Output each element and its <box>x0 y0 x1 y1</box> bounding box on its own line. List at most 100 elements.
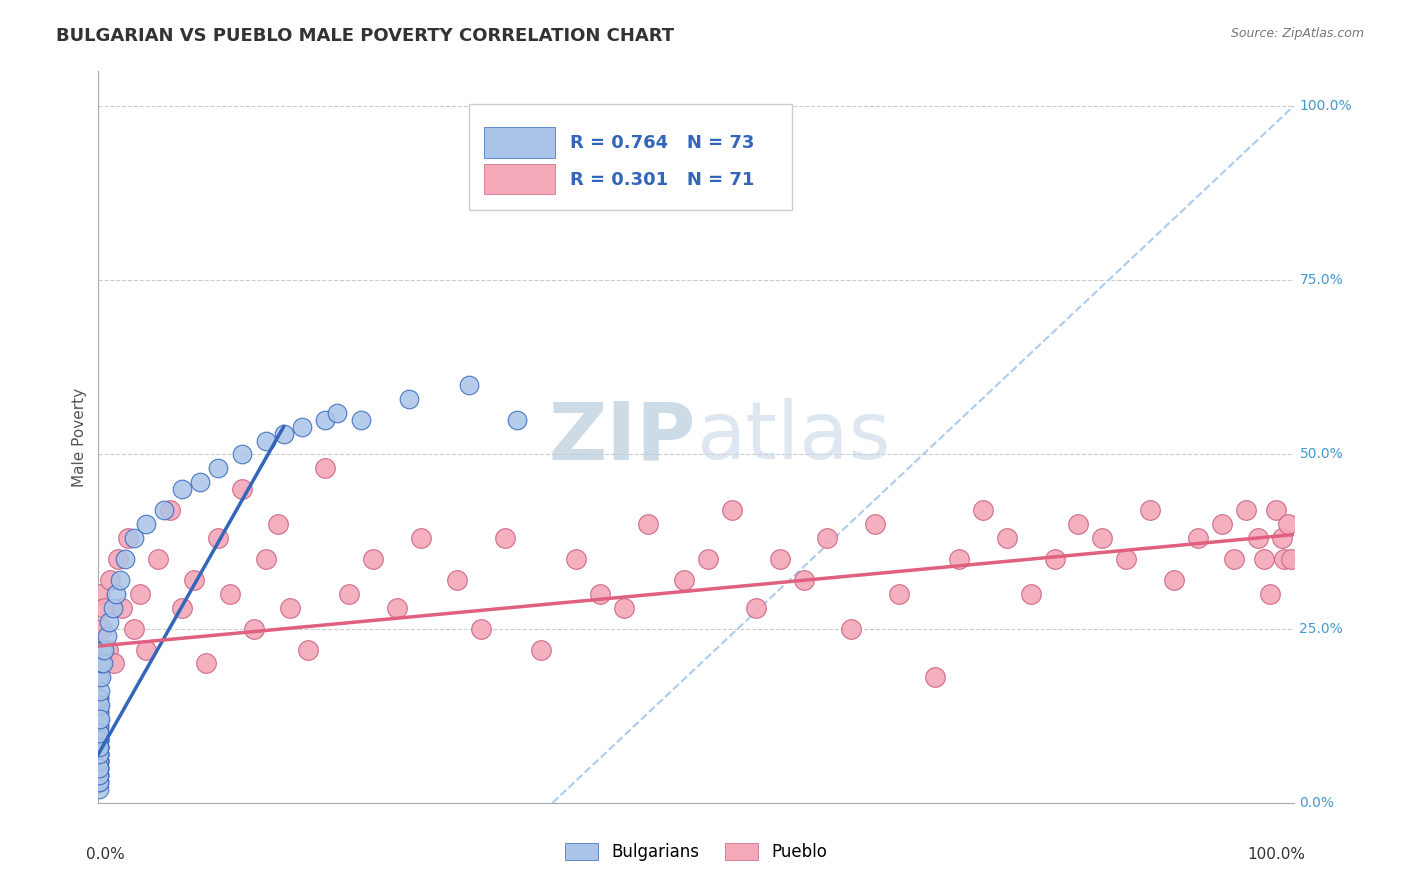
Point <box>87 761 110 775</box>
Point <box>87 705 110 719</box>
Point <box>1247 531 1270 545</box>
Point <box>87 768 110 782</box>
Point <box>995 531 1018 545</box>
Point <box>565 552 588 566</box>
Text: 75.0%: 75.0% <box>1299 273 1343 287</box>
Point <box>124 531 146 545</box>
Point <box>315 412 337 426</box>
Point <box>87 712 110 726</box>
Point <box>1258 587 1281 601</box>
Point <box>673 573 696 587</box>
Point <box>87 740 110 755</box>
Point <box>87 768 110 782</box>
Point <box>948 552 970 566</box>
Point <box>87 719 110 733</box>
Point <box>613 600 636 615</box>
Point <box>87 747 110 761</box>
Point <box>1271 531 1294 545</box>
Text: atlas: atlas <box>696 398 890 476</box>
Point <box>273 426 295 441</box>
Text: ZIP: ZIP <box>548 398 696 476</box>
Point <box>494 531 516 545</box>
Point <box>101 600 124 615</box>
Point <box>87 712 110 726</box>
Point <box>172 483 194 497</box>
Point <box>243 622 266 636</box>
Point <box>87 698 110 713</box>
Point <box>207 461 229 475</box>
Point <box>458 377 481 392</box>
Point <box>87 691 110 706</box>
Point <box>90 670 112 684</box>
Point <box>87 733 110 747</box>
Point <box>89 712 111 726</box>
Point <box>768 552 790 566</box>
Point <box>89 684 111 698</box>
Point <box>530 642 553 657</box>
Text: Source: ZipAtlas.com: Source: ZipAtlas.com <box>1230 27 1364 40</box>
Point <box>98 573 122 587</box>
Point <box>87 712 110 726</box>
Point <box>815 531 838 545</box>
Point <box>506 412 529 426</box>
Point <box>87 754 110 768</box>
Point <box>446 573 468 587</box>
Text: 100.0%: 100.0% <box>1247 847 1306 862</box>
Point <box>470 622 492 636</box>
Point <box>291 419 314 434</box>
Text: 50.0%: 50.0% <box>1299 448 1343 461</box>
Point <box>363 552 385 566</box>
Point <box>889 587 911 601</box>
Point <box>865 517 887 532</box>
Point <box>87 719 110 733</box>
Point <box>297 642 319 657</box>
Point <box>1163 573 1185 587</box>
Text: 25.0%: 25.0% <box>1299 622 1343 636</box>
FancyBboxPatch shape <box>485 163 555 194</box>
Point <box>267 517 290 532</box>
Point <box>1187 531 1209 545</box>
Point <box>1253 552 1275 566</box>
Point <box>1264 503 1286 517</box>
Point <box>841 622 863 636</box>
Point <box>278 600 301 615</box>
Point <box>111 600 134 615</box>
Point <box>315 461 337 475</box>
Point <box>87 761 110 775</box>
Text: 100.0%: 100.0% <box>1299 99 1353 113</box>
Point <box>697 552 720 566</box>
Point <box>87 747 110 761</box>
Y-axis label: Male Poverty: Male Poverty <box>72 387 87 487</box>
Point <box>207 531 229 545</box>
Point <box>87 747 110 761</box>
Point <box>385 600 409 615</box>
Point <box>231 448 253 462</box>
Point <box>254 552 277 566</box>
Point <box>172 600 194 615</box>
Text: BULGARIAN VS PUEBLO MALE POVERTY CORRELATION CHART: BULGARIAN VS PUEBLO MALE POVERTY CORRELA… <box>56 27 675 45</box>
Point <box>87 761 110 775</box>
Point <box>1279 552 1302 566</box>
Point <box>1277 517 1299 532</box>
Point <box>87 740 110 755</box>
Point <box>148 552 170 566</box>
Point <box>117 531 139 545</box>
Point <box>87 747 110 761</box>
Point <box>103 657 125 671</box>
Point <box>87 768 110 782</box>
Point <box>135 517 157 532</box>
Point <box>87 726 110 740</box>
Point <box>107 552 129 566</box>
Point <box>1091 531 1114 545</box>
Point <box>87 754 110 768</box>
Point <box>93 600 115 615</box>
Point <box>129 587 152 601</box>
Point <box>972 503 994 517</box>
Point <box>1115 552 1137 566</box>
Point <box>793 573 815 587</box>
Point <box>97 642 120 657</box>
FancyBboxPatch shape <box>485 127 555 158</box>
Point <box>87 670 110 684</box>
Point <box>114 552 136 566</box>
Point <box>1139 503 1161 517</box>
